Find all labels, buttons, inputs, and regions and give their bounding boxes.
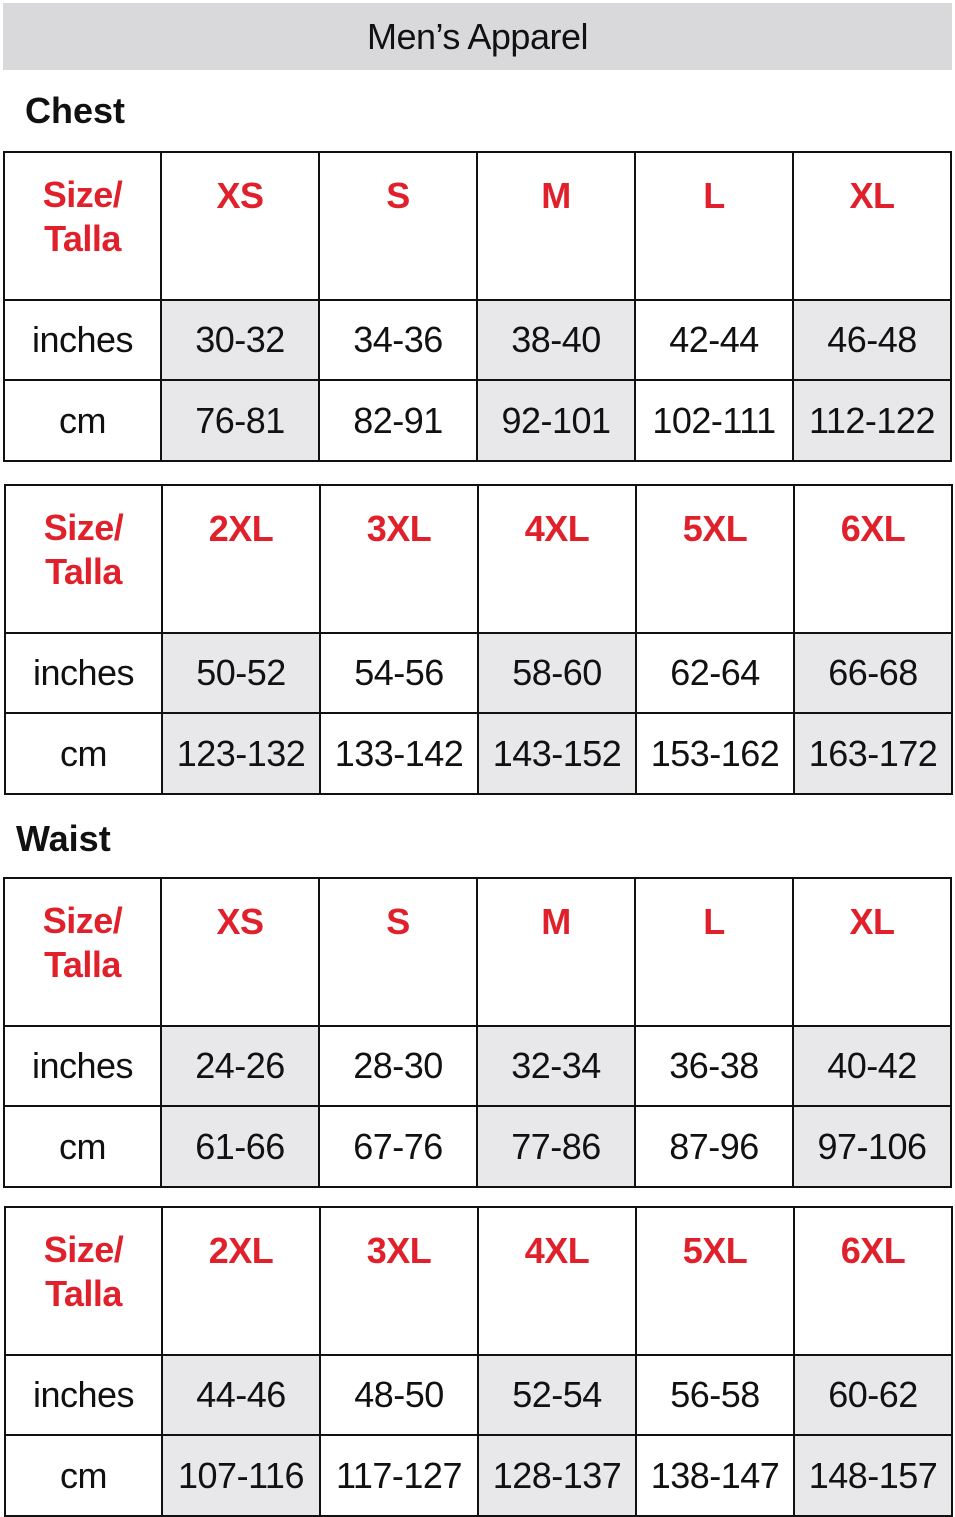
size-header: L xyxy=(634,151,794,301)
inches-value: 54-56 xyxy=(319,632,479,714)
cm-value: 77-86 xyxy=(476,1105,636,1188)
inches-value: 52-54 xyxy=(477,1354,637,1436)
size-table-chest-2: Size/Talla 2XL 3XL 4XL 5XL 6XL inches 50-52 54-5… xyxy=(4,484,953,795)
size-label-cell: Size/Talla xyxy=(4,484,163,634)
size-header-row: Size/Talla 2XL 3XL 4XL 5XL 6XL xyxy=(4,1206,953,1356)
cm-value: 163-172 xyxy=(793,712,953,795)
inches-value: 34-36 xyxy=(318,299,478,381)
size-label: Size/ xyxy=(42,900,123,941)
cm-value: 102-111 xyxy=(634,379,794,462)
cm-value: 133-142 xyxy=(319,712,479,795)
size-header: S xyxy=(318,877,478,1027)
inches-row: inches 44-46 48-50 52-54 56-58 60-62 xyxy=(4,1354,953,1436)
inches-value: 48-50 xyxy=(319,1354,479,1436)
size-table-chest-1: Size/Talla XS S M L XL inches 30-32 34-36 38-40 42… xyxy=(3,151,952,462)
size-header: L xyxy=(634,877,794,1027)
cm-value: 107-116 xyxy=(161,1434,321,1517)
size-header: M xyxy=(476,877,636,1027)
inches-row: inches 50-52 54-56 58-60 62-64 66-68 xyxy=(4,632,953,714)
size-label-cell: Size/Talla xyxy=(4,1206,163,1356)
talla-label: Talla xyxy=(45,1273,122,1314)
cm-value: 97-106 xyxy=(792,1105,952,1188)
inches-value: 32-34 xyxy=(476,1025,636,1107)
size-header: 2XL xyxy=(161,484,321,634)
inches-value: 58-60 xyxy=(477,632,637,714)
cm-row: cm 107-116 117-127 128-137 138-147 148-157 xyxy=(4,1434,953,1517)
inches-value: 50-52 xyxy=(161,632,321,714)
size-header-row: Size/Talla XS S M L XL xyxy=(3,877,952,1027)
size-header: 6XL xyxy=(793,1206,953,1356)
page-title: Men’s Apparel xyxy=(3,3,952,70)
size-header: XL xyxy=(792,877,952,1027)
size-header: 4XL xyxy=(477,484,637,634)
cm-label: cm xyxy=(3,1105,162,1188)
cm-value: 82-91 xyxy=(318,379,478,462)
size-table-waist-2: Size/Talla 2XL 3XL 4XL 5XL 6XL inches 44-46 48-5… xyxy=(4,1206,953,1517)
size-header: 2XL xyxy=(161,1206,321,1356)
cm-value: 67-76 xyxy=(318,1105,478,1188)
cm-row: cm 61-66 67-76 77-86 87-96 97-106 xyxy=(3,1105,952,1188)
inches-value: 44-46 xyxy=(161,1354,321,1436)
inches-value: 38-40 xyxy=(476,299,636,381)
talla-label: Talla xyxy=(45,551,122,592)
size-header: M xyxy=(476,151,636,301)
section-heading-chest: Chest xyxy=(25,90,126,131)
inches-value: 62-64 xyxy=(635,632,795,714)
inches-value: 66-68 xyxy=(793,632,953,714)
inches-row: inches 24-26 28-30 32-34 36-38 40-42 xyxy=(3,1025,952,1107)
inches-value: 36-38 xyxy=(634,1025,794,1107)
size-header: S xyxy=(318,151,478,301)
cm-row: cm 76-81 82-91 92-101 102-111 112-122 xyxy=(3,379,952,462)
size-header-row: Size/Talla 2XL 3XL 4XL 5XL 6XL xyxy=(4,484,953,634)
size-header: 6XL xyxy=(793,484,953,634)
inches-value: 24-26 xyxy=(160,1025,320,1107)
inches-label: inches xyxy=(3,299,162,381)
size-label-cell: Size/Talla xyxy=(3,151,162,301)
size-header: XS xyxy=(160,151,320,301)
cm-value: 61-66 xyxy=(160,1105,320,1188)
cm-value: 92-101 xyxy=(476,379,636,462)
section-heading-waist: Waist xyxy=(16,818,111,859)
inches-value: 30-32 xyxy=(160,299,320,381)
size-table-waist-1: Size/Talla XS S M L XL inches 24-26 28-30 32-34 36… xyxy=(3,877,952,1188)
size-header: 5XL xyxy=(635,1206,795,1356)
inches-label: inches xyxy=(4,632,163,714)
size-label-cell: Size/Talla xyxy=(3,877,162,1027)
inches-label: inches xyxy=(3,1025,162,1107)
inches-value: 46-48 xyxy=(792,299,952,381)
cm-label: cm xyxy=(4,1434,163,1517)
cm-value: 128-137 xyxy=(477,1434,637,1517)
cm-value: 138-147 xyxy=(635,1434,795,1517)
size-header: 3XL xyxy=(319,484,479,634)
cm-value: 143-152 xyxy=(477,712,637,795)
size-header: 4XL xyxy=(477,1206,637,1356)
size-label: Size/ xyxy=(43,1229,124,1270)
size-header: XS xyxy=(160,877,320,1027)
size-header-row: Size/Talla XS S M L XL xyxy=(3,151,952,301)
size-label: Size/ xyxy=(43,507,124,548)
cm-value: 76-81 xyxy=(160,379,320,462)
inches-value: 42-44 xyxy=(634,299,794,381)
cm-value: 87-96 xyxy=(634,1105,794,1188)
talla-label: Talla xyxy=(44,944,121,985)
size-header: 5XL xyxy=(635,484,795,634)
size-header: 3XL xyxy=(319,1206,479,1356)
inches-label: inches xyxy=(4,1354,163,1436)
cm-label: cm xyxy=(4,712,163,795)
cm-row: cm 123-132 133-142 143-152 153-162 163-172 xyxy=(4,712,953,795)
cm-value: 148-157 xyxy=(793,1434,953,1517)
inches-value: 28-30 xyxy=(318,1025,478,1107)
talla-label: Talla xyxy=(44,218,121,259)
inches-row: inches 30-32 34-36 38-40 42-44 46-48 xyxy=(3,299,952,381)
inches-value: 60-62 xyxy=(793,1354,953,1436)
cm-value: 153-162 xyxy=(635,712,795,795)
cm-value: 117-127 xyxy=(319,1434,479,1517)
inches-value: 40-42 xyxy=(792,1025,952,1107)
size-header: XL xyxy=(792,151,952,301)
inches-value: 56-58 xyxy=(635,1354,795,1436)
cm-label: cm xyxy=(3,379,162,462)
size-label: Size/ xyxy=(42,174,123,215)
cm-value: 123-132 xyxy=(161,712,321,795)
cm-value: 112-122 xyxy=(792,379,952,462)
